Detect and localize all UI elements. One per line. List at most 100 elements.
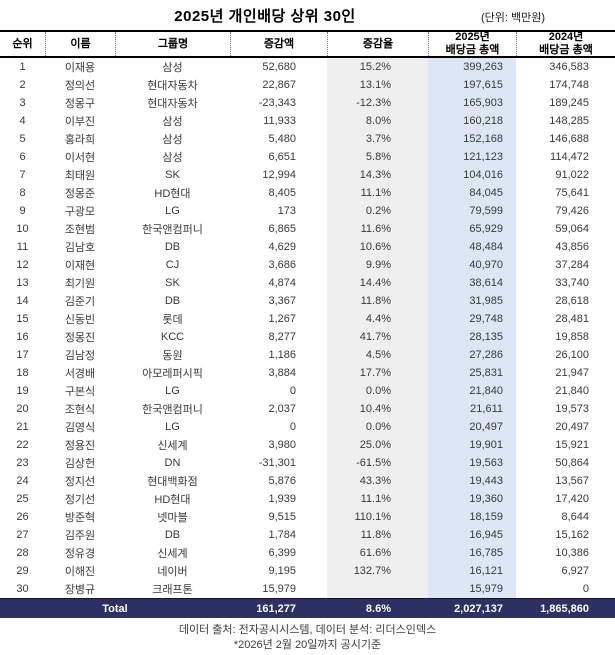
- cell-group: 현대자동차: [147, 80, 198, 92]
- cell-group: SK: [165, 169, 180, 181]
- cell-name: 조현식: [64, 404, 96, 416]
- cell-total_2024: 26,100: [555, 349, 589, 361]
- cell-change_amount: -23,343: [258, 97, 296, 109]
- cell-group: DB: [164, 295, 181, 307]
- cell-change_rate: -61.5%: [327, 454, 428, 472]
- cell-change_rate: 25.0%: [327, 436, 428, 454]
- cell-change_rate: 61.6%: [327, 544, 428, 562]
- total-change-amount: 161,277: [256, 602, 296, 615]
- cell-name: 정지선: [64, 476, 96, 488]
- cell-total_2025: 21,611: [428, 400, 516, 418]
- cell-change_rate: 4.5%: [327, 346, 428, 364]
- cell-total_2025: 16,121: [428, 562, 516, 580]
- total-label: Total: [102, 602, 128, 615]
- cell-change_amount: 3,980: [268, 439, 296, 451]
- cell-rank: 25: [16, 493, 29, 505]
- cell-total_2025: 38,614: [428, 274, 516, 292]
- cell-total_2025: 19,563: [428, 454, 516, 472]
- cell-name: 정몽진: [64, 332, 96, 344]
- cell-change_rate: 11.1%: [327, 490, 428, 508]
- cell-total_2024: 17,420: [555, 493, 589, 505]
- cell-total_2025: 160,218: [428, 112, 516, 130]
- cell-name: 이부진: [64, 116, 96, 128]
- cell-rank: 1: [19, 61, 26, 73]
- table-row: 9 구광모 LG 173 0.2% 79,599 79,426: [0, 202, 615, 220]
- cell-rank: 30: [16, 583, 29, 595]
- table-row: 26 방준혁 넷마블 9,515 110.1% 18,159 8,644: [0, 508, 615, 526]
- cell-name: 신동빈: [64, 314, 96, 326]
- cell-change_rate: 4.4%: [327, 310, 428, 328]
- cell-group: 삼성: [162, 134, 183, 146]
- cell-group: 네이버: [157, 566, 188, 578]
- cell-name: 정용진: [64, 440, 96, 452]
- cell-rank: 26: [16, 511, 29, 523]
- cell-change_rate: 11.8%: [327, 292, 428, 310]
- cell-total_2025: 104,016: [428, 166, 516, 184]
- cell-group: 삼성: [162, 152, 183, 164]
- table-row: 28 정유경 신세계 6,399 61.6% 16,785 10,386: [0, 544, 615, 562]
- cell-group: 롯데: [162, 314, 183, 326]
- cell-change_rate: [327, 580, 428, 598]
- table-row: 7 최태원 SK 12,994 14.3% 104,016 91,022: [0, 166, 615, 184]
- cell-total_2024: 21,947: [555, 367, 589, 379]
- cell-change_rate: 41.7%: [327, 328, 428, 346]
- cell-name: 김상헌: [64, 458, 96, 470]
- cell-change_rate: 17.7%: [327, 364, 428, 382]
- cell-rank: 13: [16, 277, 29, 289]
- cell-group: 아모레퍼시픽: [142, 368, 203, 380]
- cell-total_2025: 31,985: [428, 292, 516, 310]
- cell-group: 한국앤컴퍼니: [142, 224, 203, 236]
- cell-total_2025: 19,360: [428, 490, 516, 508]
- cell-group: 현대백화점: [147, 476, 198, 488]
- cell-total_2025: 15,979: [428, 580, 516, 598]
- cell-rank: 8: [19, 187, 26, 199]
- cell-total_2024: 6,927: [561, 565, 589, 577]
- cell-group: LG: [165, 205, 180, 217]
- column-header-group: 그룹명: [115, 32, 230, 56]
- footer-notes: 데이터 출처: 전자공시시스템, 데이터 분석: 리더스인덱스 *2026년 2…: [0, 623, 615, 653]
- cell-change_rate: -12.3%: [327, 94, 428, 112]
- table-row: 20 조현식 한국앤컴퍼니 2,037 10.4% 21,611 19,573: [0, 400, 615, 418]
- table-row: 5 홍라희 삼성 5,480 3.7% 152,168 146,688: [0, 130, 615, 148]
- cell-change_amount: 2,037: [268, 403, 296, 415]
- cell-total_2024: 114,472: [550, 151, 589, 163]
- cell-group: 삼성: [162, 116, 183, 128]
- cell-total_2024: 15,162: [555, 529, 589, 541]
- cell-total_2024: 50,864: [555, 457, 589, 469]
- cell-change_amount: 6,399: [268, 547, 296, 559]
- cell-total_2025: 20,497: [428, 418, 516, 436]
- cell-change_amount: 3,367: [268, 295, 296, 307]
- cell-rank: 12: [16, 259, 29, 271]
- column-header-total_2024: 2024년 배당금 총액: [516, 31, 615, 56]
- cell-change_amount: 4,629: [268, 241, 296, 253]
- cell-total_2025: 65,929: [428, 220, 516, 238]
- table-row: 22 정용진 신세계 3,980 25.0% 19,901 15,921: [0, 436, 615, 454]
- cell-name: 구광모: [64, 206, 96, 218]
- title-bar: 2025년 개인배당 상위 30인 (단위: 백만원): [0, 0, 615, 30]
- cell-total_2024: 28,481: [555, 313, 589, 325]
- cell-group: 신세계: [157, 548, 188, 560]
- cell-change_rate: 10.6%: [327, 238, 428, 256]
- table-header-row: 순위 이름 그룹명 증감액 증감율 2025년 배당금 총액 2024년 배당금 총액: [0, 30, 615, 58]
- cell-total_2024: 148,285: [549, 115, 589, 127]
- cell-change_rate: 110.1%: [327, 508, 428, 526]
- cell-group: 동원: [162, 350, 183, 362]
- cell-change_amount: 0: [289, 421, 296, 433]
- cell-change_rate: 0.2%: [327, 202, 428, 220]
- cell-name: 서경배: [64, 368, 96, 380]
- cell-change_rate: 5.8%: [327, 148, 428, 166]
- cell-rank: 19: [16, 385, 29, 397]
- cell-group: LG: [165, 385, 180, 397]
- column-header-total_2025: 2025년 배당금 총액: [428, 31, 516, 56]
- table-row: 2 정의선 현대자동차 22,867 13.1% 197,615 174,748: [0, 76, 615, 94]
- cell-rank: 5: [19, 133, 26, 145]
- cell-change_rate: 13.1%: [327, 76, 428, 94]
- cell-name: 최기원: [64, 278, 96, 290]
- cell-name: 최태원: [64, 170, 96, 182]
- cell-total_2025: 197,615: [428, 76, 516, 94]
- cell-group: HD현대: [154, 188, 191, 200]
- cell-total_2024: 91,022: [555, 169, 589, 181]
- cell-group: 한국앤컴퍼니: [142, 404, 203, 416]
- table-row: 16 정몽진 KCC 8,277 41.7% 28,135 19,858: [0, 328, 615, 346]
- cell-total_2024: 0: [582, 583, 589, 595]
